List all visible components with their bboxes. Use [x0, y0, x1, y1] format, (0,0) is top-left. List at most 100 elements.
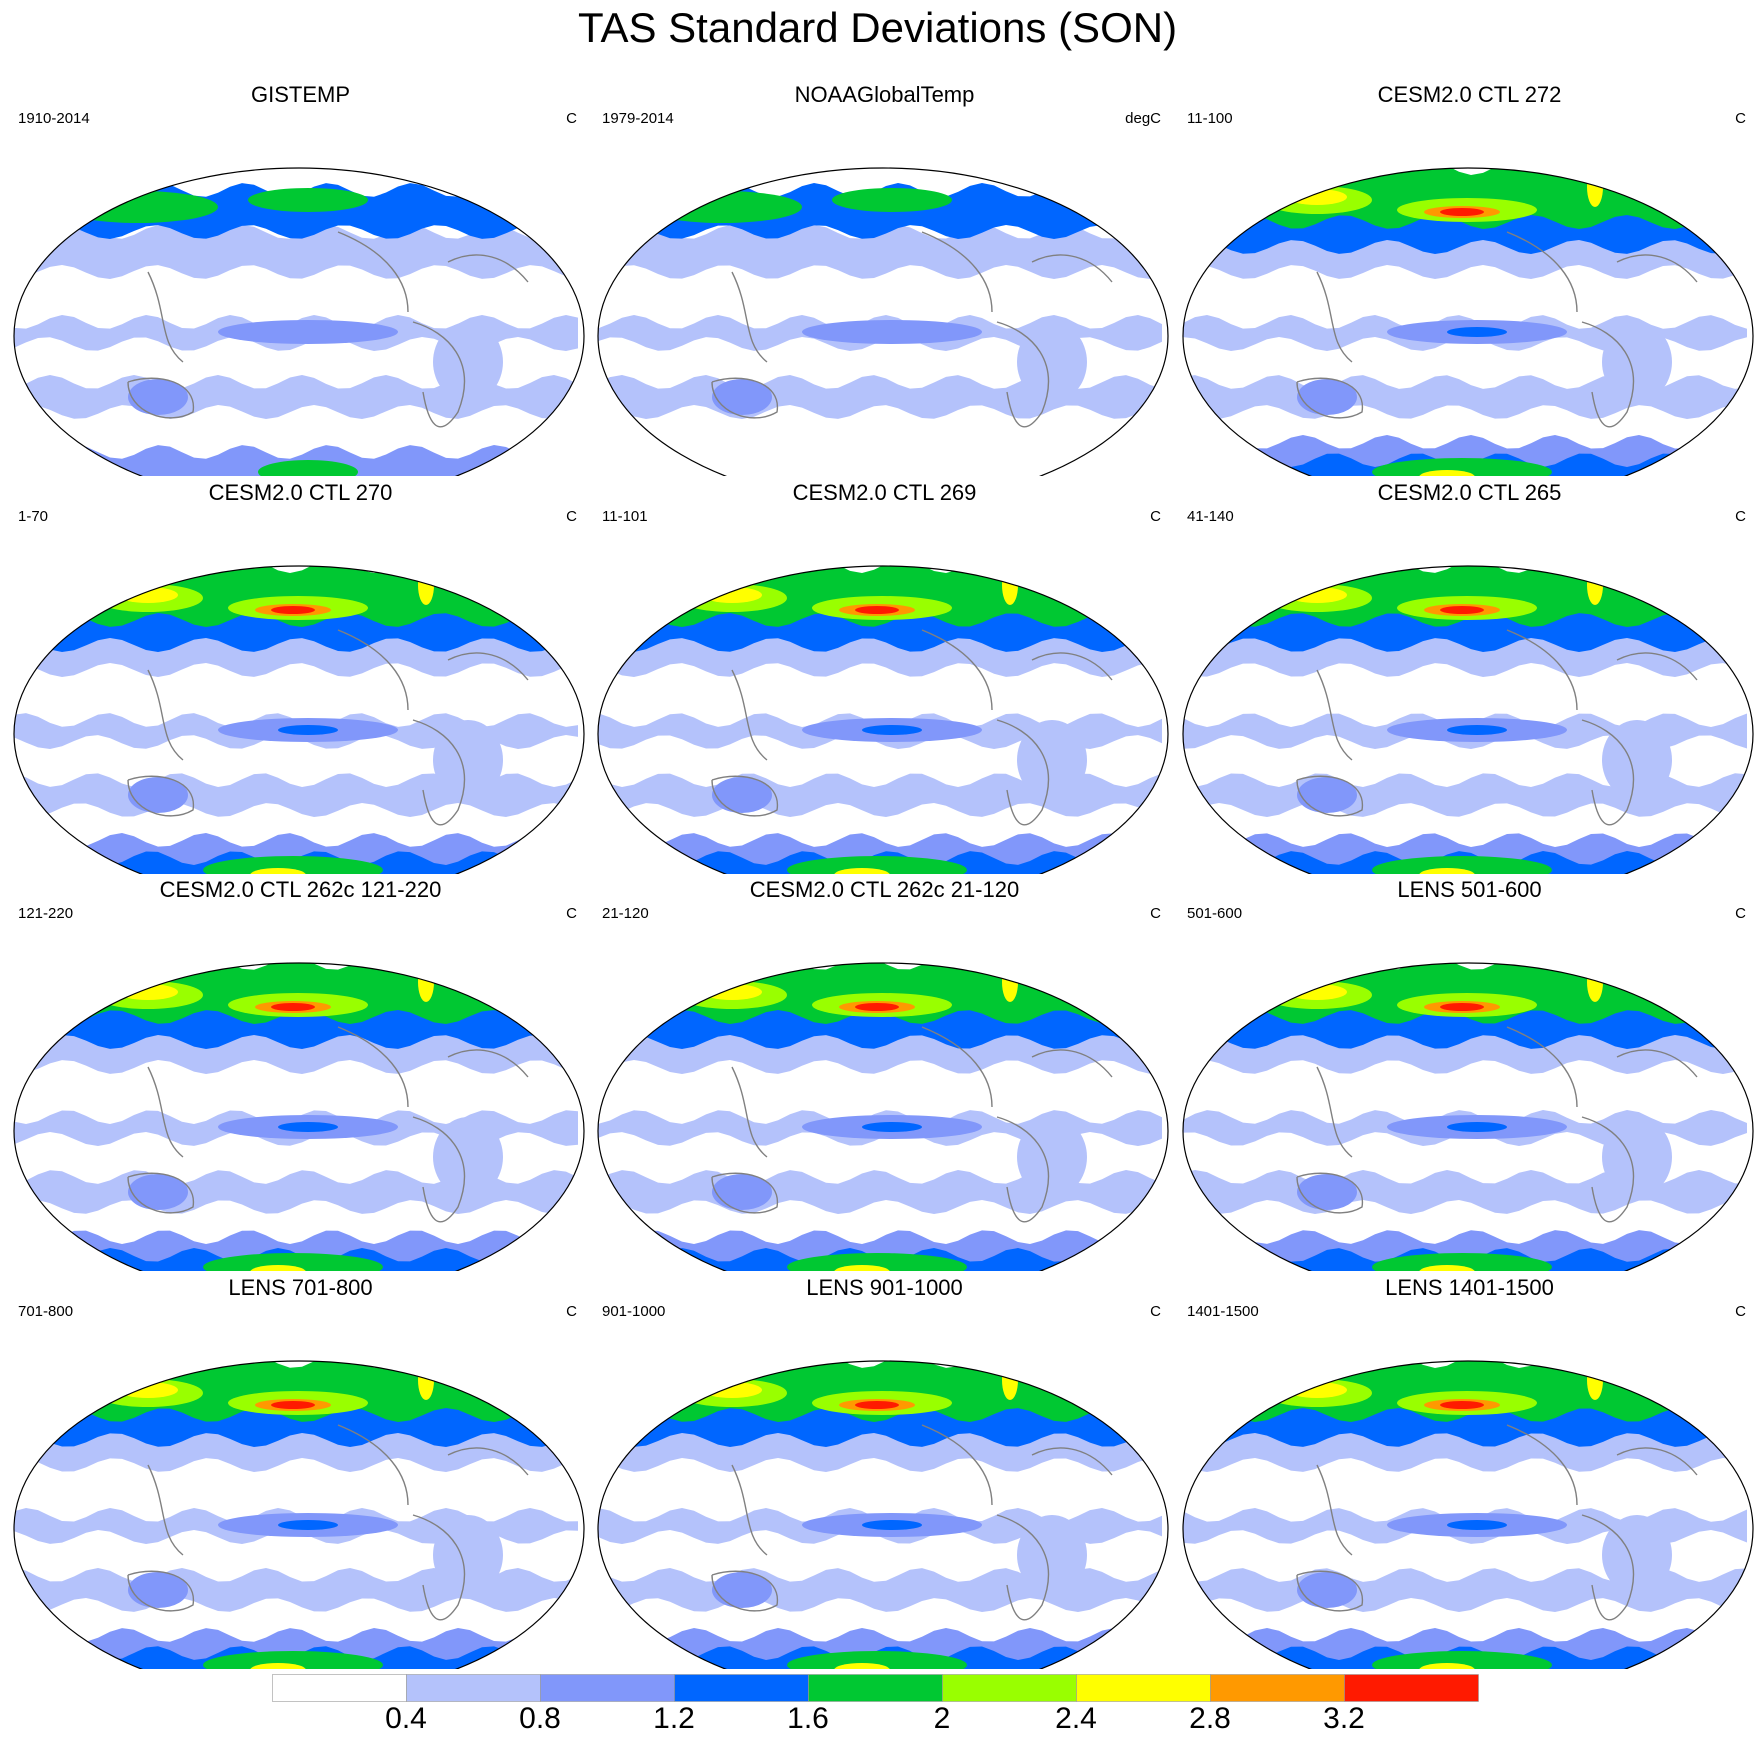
shade-arctic-red	[855, 1401, 899, 1409]
map-panel: NOAAGlobalTemp 1979-2014 degC	[592, 82, 1177, 476]
shade-antarctic-blue	[598, 851, 1162, 874]
colorbar-swatch	[1344, 1674, 1479, 1702]
shade-enso-peak	[1447, 1520, 1507, 1530]
colorbar-swatch	[1076, 1674, 1211, 1702]
map-boundary	[1182, 1360, 1754, 1669]
shade-south-america	[1017, 1117, 1087, 1197]
panel-title: CESM2.0 CTL 270	[208, 480, 393, 505]
shade-arctic-red	[1440, 1401, 1484, 1409]
panel-title: GISTEMP	[250, 82, 350, 107]
map-boundary	[13, 565, 585, 874]
shade-arctic-green-east	[248, 188, 368, 212]
coastline	[711, 1026, 1113, 1223]
shade-enso-peak	[862, 1122, 922, 1132]
shade-australia	[128, 1174, 188, 1210]
map-plot	[13, 1360, 585, 1669]
shade-arctic-green-west	[642, 191, 802, 223]
shade-antarctic-yellow	[1419, 470, 1475, 476]
map-panel: CESM2.0 CTL 269 11-101 C	[592, 480, 1177, 874]
panel-title: CESM2.0 CTL 272	[1377, 82, 1562, 107]
shade-arctic-green-east	[832, 188, 952, 212]
coastline	[711, 1424, 1113, 1621]
shade-arctic-green-west	[58, 191, 218, 223]
map-panel: CESM2.0 CTL 262c 21-120 21-120 C	[592, 877, 1177, 1271]
shade-antarctic-blue	[14, 1646, 578, 1669]
shade-antarctic-yellow	[834, 868, 890, 874]
shade-antarctic-blue	[1183, 851, 1747, 874]
shade-south-america	[433, 1117, 503, 1197]
panel-title: LENS 1401-1500	[1385, 1275, 1554, 1300]
colorbar-tick-label: 2	[933, 1702, 951, 1735]
map-boundary	[13, 962, 585, 1271]
map-plot	[1182, 167, 1754, 476]
shade-australia	[712, 1572, 772, 1608]
map-background	[1183, 168, 1753, 476]
colorbar-swatch	[1210, 1674, 1345, 1702]
shade-antarctic-blue	[14, 851, 578, 874]
colorbar-tick-label: 0.4	[385, 1702, 427, 1735]
shade-antarctic-blue	[1183, 453, 1747, 476]
coastline	[711, 231, 1113, 428]
shade-antarctic-blue	[598, 1248, 1162, 1271]
panel-title: CESM2.0 CTL 269	[792, 480, 977, 505]
panel-title: LENS 701-800	[228, 1275, 373, 1300]
shade-enso-peak	[1447, 1122, 1507, 1132]
panel-period: 1401-1500	[1187, 1303, 1259, 1320]
shade-antarctic-blue	[1183, 1646, 1747, 1669]
shade-enso-peak	[862, 725, 922, 735]
shade-enso-core	[218, 320, 398, 344]
shade-arctic-red	[855, 606, 899, 614]
map-boundary	[597, 1360, 1169, 1669]
map-panel: CESM2.0 CTL 265 41-140 C	[1177, 480, 1755, 874]
panel-title: CESM2.0 CTL 262c 21-120	[749, 877, 1020, 902]
colorbar-tick-label: 1.2	[653, 1702, 695, 1735]
shade-south-america	[1602, 1515, 1672, 1595]
map-panel: LENS 901-1000 901-1000 C	[592, 1275, 1177, 1669]
map-background	[598, 963, 1168, 1271]
shade-antarctic-yellow	[834, 1663, 890, 1669]
map-boundary	[597, 565, 1169, 874]
map-panel: GISTEMP 1910-2014 C	[8, 82, 593, 476]
shade-australia	[128, 777, 188, 813]
panel-units: C	[1735, 110, 1746, 127]
panel-units: C	[1150, 508, 1161, 525]
panel-units: C	[566, 508, 577, 525]
map-boundary	[13, 1360, 585, 1669]
map-plot	[1182, 565, 1754, 874]
colorbar-swatch	[808, 1674, 943, 1702]
panel-units: C	[566, 110, 577, 127]
coastline	[711, 629, 1113, 826]
map-background	[14, 168, 584, 476]
figure-title: TAS Standard Deviations (SON)	[577, 4, 1178, 51]
panel-title: CESM2.0 CTL 265	[1377, 480, 1562, 505]
map-background	[14, 963, 584, 1271]
map-panel: LENS 1401-1500 1401-1500 C	[1177, 1275, 1755, 1669]
shade-south-america	[433, 1515, 503, 1595]
coastline	[127, 1424, 529, 1621]
map-panel: LENS 501-600 501-600 C	[1177, 877, 1755, 1271]
panel-period: 21-120	[602, 905, 649, 922]
coastline	[1296, 1424, 1698, 1621]
map-boundary	[597, 962, 1169, 1271]
shade-australia	[128, 379, 188, 415]
shade-antarctic-yellow	[834, 1265, 890, 1271]
map-plot	[13, 565, 585, 874]
map-plot	[1182, 962, 1754, 1271]
panel-period: 701-800	[18, 1303, 74, 1320]
shade-south-america	[1602, 322, 1672, 402]
map-boundary	[1182, 962, 1754, 1271]
colorbar-swatch	[540, 1674, 675, 1702]
shade-antarctic-yellow	[1419, 868, 1475, 874]
coastline	[127, 1026, 529, 1223]
panel-title: LENS 501-600	[1397, 877, 1542, 902]
colorbar-swatch	[272, 1674, 407, 1702]
shade-antarctic-blue	[598, 1646, 1162, 1669]
shade-australia	[712, 777, 772, 813]
panel-units: C	[566, 905, 577, 922]
colorbar-swatch	[406, 1674, 541, 1702]
shade-arctic-red	[271, 606, 315, 614]
map-plot	[597, 962, 1169, 1271]
panel-period: 41-140	[1187, 508, 1234, 525]
shade-australia	[712, 1174, 772, 1210]
panel-title: CESM2.0 CTL 262c 121-220	[159, 877, 442, 902]
